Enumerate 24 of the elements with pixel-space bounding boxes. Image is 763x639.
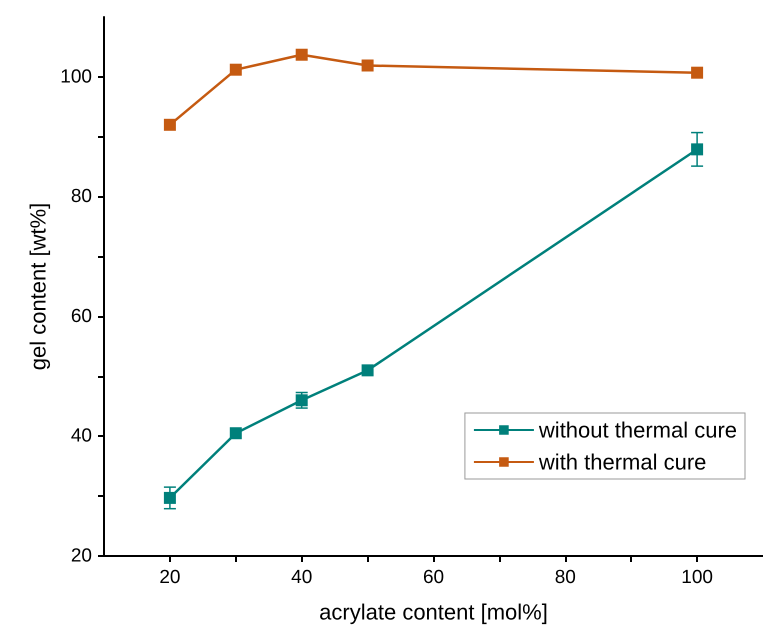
point [691, 66, 704, 79]
x-tick-label: 100 [681, 567, 713, 588]
legend-label: with thermal cure [538, 450, 706, 474]
y-tick-label: 20 [70, 546, 92, 566]
x-tick-label: 80 [554, 567, 576, 588]
x-axis-title: acrylate content [mol%] [319, 600, 548, 624]
point [164, 118, 176, 131]
point [164, 492, 176, 504]
point [362, 364, 374, 376]
y-tick-label: 80 [70, 186, 92, 208]
point [230, 64, 242, 76]
y-tick-label: 60 [70, 306, 92, 327]
point [362, 60, 374, 72]
y-axis-title: gel content [wt%] [26, 202, 50, 370]
x-tick-label: 60 [422, 567, 444, 588]
x-tick-label: 40 [291, 567, 312, 588]
x-tick-label: 20 [159, 567, 180, 588]
point [296, 48, 308, 61]
point [230, 427, 242, 440]
point [691, 143, 704, 156]
y-tick-label: 40 [70, 426, 92, 447]
legend-label: without thermal cure [538, 418, 738, 442]
y-tick-label: 100 [60, 66, 92, 88]
point [296, 394, 308, 406]
